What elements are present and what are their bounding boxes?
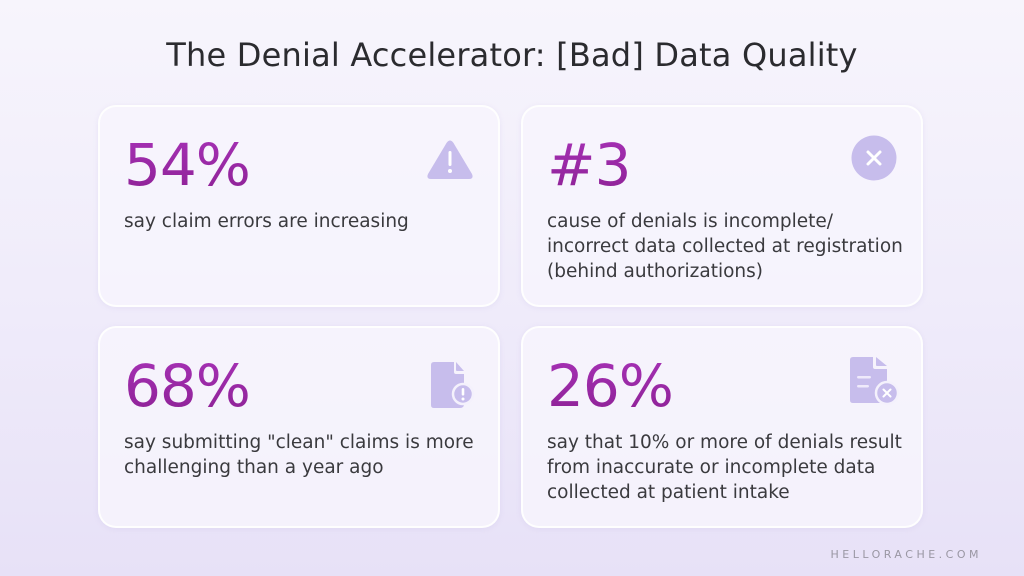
stat-value: 68%: [124, 352, 251, 420]
stat-card-claim-errors: 54% say claim errors are increasing: [98, 105, 500, 307]
stat-value: #3: [547, 131, 631, 199]
stat-description: cause of denials is incomplete/ incorrec…: [547, 211, 903, 282]
stat-description: say claim errors are increasing: [124, 211, 409, 232]
stat-card-patient-intake: 26% say that 10% or more of denials resu…: [521, 326, 923, 528]
document-x-icon: [850, 357, 900, 406]
footer-website: HELLORACHE.COM: [830, 548, 982, 561]
stat-description: say submitting "clean" claims is more ch…: [124, 432, 474, 478]
stat-value: 54%: [124, 131, 251, 199]
warning-triangle-icon: [427, 140, 473, 179]
x-circle-icon: [851, 135, 897, 181]
stat-description: say that 10% or more of denials result f…: [547, 432, 902, 503]
stat-card-clean-claims: 68% say submitting "clean" claims is mor…: [98, 326, 500, 528]
stat-value: 26%: [547, 352, 674, 420]
stat-card-denial-cause: #3 cause of denials is incomplete/ incor…: [521, 105, 923, 307]
page-title: The Denial Accelerator: [Bad] Data Quali…: [166, 36, 858, 74]
document-alert-icon: [431, 362, 475, 408]
